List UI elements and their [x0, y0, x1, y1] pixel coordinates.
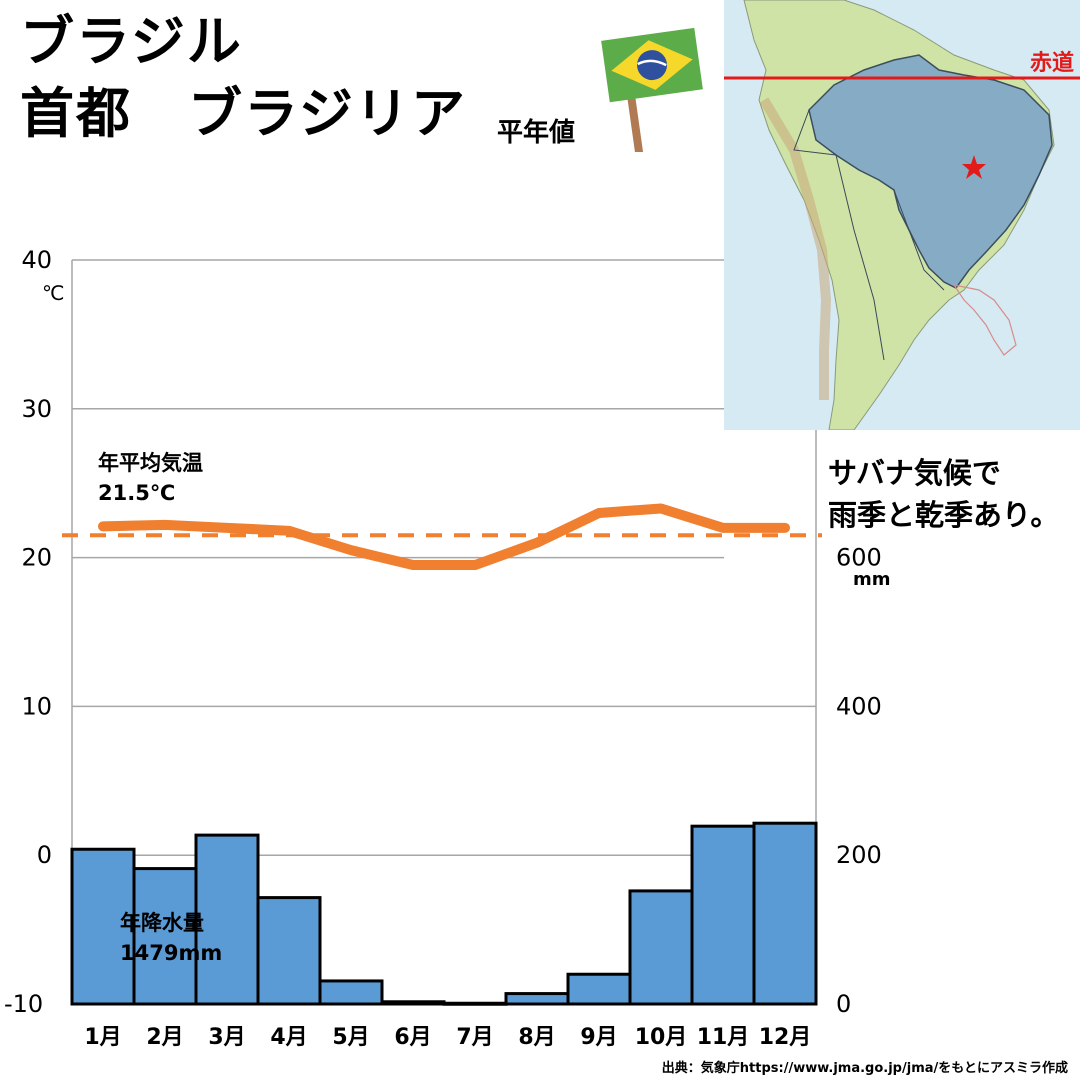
brazil-region: [808, 54, 1053, 289]
x-tick-label: 8月: [518, 1025, 555, 1050]
precipitation-bar: [504, 992, 570, 1006]
precipitation-bar: [256, 896, 322, 1006]
x-tick-label: 2月: [146, 1025, 183, 1050]
precipitation-bars: [70, 821, 818, 1006]
left-unit-label: ℃: [42, 281, 64, 305]
left-tick-label: 40: [21, 246, 52, 274]
x-axis: 1月 2月 3月 4月 5月 6月 7月 8月 9月 10月 11月 12月: [84, 1025, 811, 1050]
page-title: ブラジル 首都 ブラジリア: [20, 6, 467, 150]
left-tick-label: -10: [4, 990, 43, 1018]
capital-star-icon: [962, 155, 986, 179]
x-tick-label: 3月: [208, 1025, 245, 1050]
annual-temp-value: 21.5℃: [98, 481, 175, 505]
x-tick-label: 9月: [580, 1025, 617, 1050]
x-tick-label: 5月: [332, 1025, 369, 1050]
x-tick-label: 6月: [394, 1025, 431, 1050]
precipitation-bar: [194, 833, 260, 1006]
x-tick-label: 10月: [635, 1025, 688, 1050]
precipitation-bar: [442, 1001, 508, 1006]
precipitation-bar: [380, 1000, 446, 1006]
source-credit: 出典：気象庁https://www.jma.go.jp/jma/をもとにアスミラ…: [661, 1061, 1069, 1076]
climate-note: サバナ気候で 雨季と乾季あり。: [828, 452, 1059, 536]
country-name: ブラジル: [20, 10, 243, 73]
normal-values-label: 平年値: [497, 118, 576, 148]
annual-precip-value: 1479mm: [120, 941, 222, 965]
x-tick-label: 4月: [270, 1025, 307, 1050]
right-axis: 0 200 400 600: [836, 544, 882, 1018]
right-unit-label: mm: [853, 569, 891, 590]
annual-temp-label: 年平均気温: [98, 451, 203, 475]
equator-label: 赤道: [1030, 50, 1074, 76]
right-tick-label: 400: [836, 692, 882, 720]
capital-line: 首都 ブラジリア: [20, 82, 467, 145]
left-axis: -10 0 10 20 30 40: [4, 246, 52, 1018]
annual-precip-label: 年降水量: [120, 911, 204, 935]
temperature-line: [98, 503, 790, 571]
left-tick-label: 30: [21, 395, 52, 423]
left-tick-label: 10: [21, 692, 52, 720]
right-tick-label: 0: [836, 990, 851, 1018]
precipitation-bar: [690, 824, 756, 1006]
x-tick-label: 11月: [697, 1025, 750, 1050]
climate-note-line-1: サバナ気候で: [828, 456, 1001, 490]
left-tick-label: 20: [21, 544, 52, 572]
south-america-map: 赤道: [724, 0, 1080, 430]
precipitation-bar: [70, 847, 136, 1006]
climate-note-line-2: 雨季と乾季あり。: [828, 498, 1060, 532]
precipitation-bar: [752, 821, 818, 1006]
precipitation-bar: [628, 889, 694, 1006]
x-tick-label: 1月: [84, 1025, 121, 1050]
x-tick-label: 12月: [759, 1025, 812, 1050]
x-tick-label: 7月: [456, 1025, 493, 1050]
right-tick-label: 600: [836, 544, 882, 572]
precipitation-bar: [318, 979, 384, 1006]
brazil-flag-icon: [601, 27, 703, 152]
precipitation-bar: [566, 972, 632, 1006]
left-tick-label: 0: [37, 841, 52, 869]
right-tick-label: 200: [836, 841, 882, 869]
precipitation-bar: [132, 867, 198, 1006]
temperature-series-line: [98, 503, 790, 571]
